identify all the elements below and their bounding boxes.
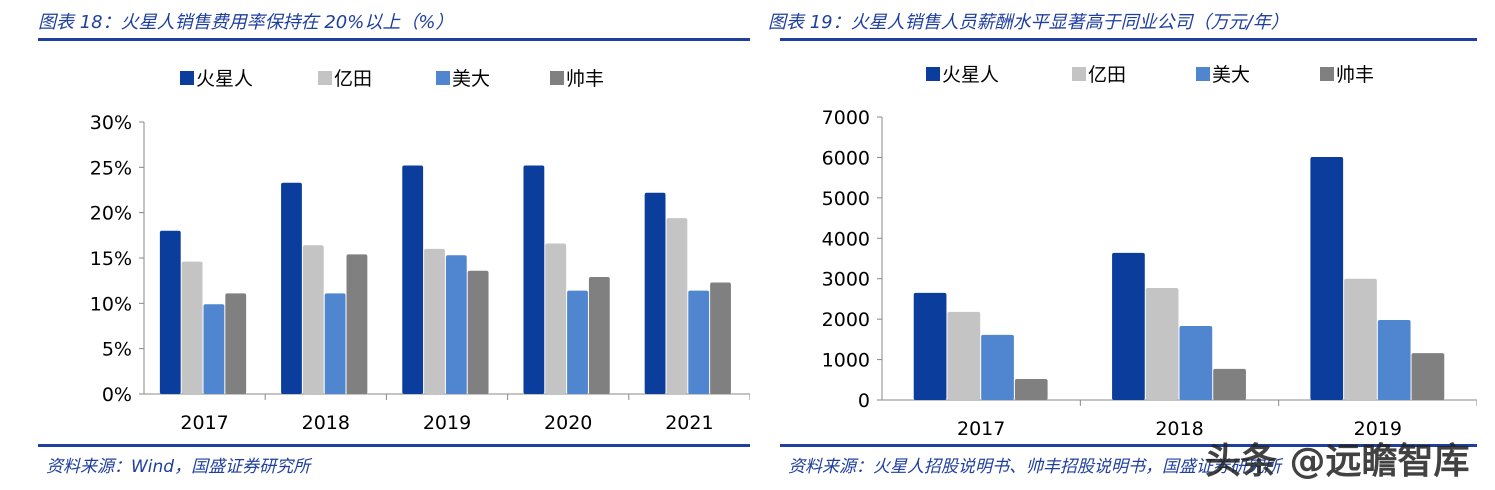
bar-亿田	[1344, 278, 1377, 400]
legend-swatch	[1320, 67, 1334, 81]
y-tick-label: 5%	[102, 339, 132, 361]
divider	[38, 38, 750, 41]
x-tick-label: 2019	[423, 412, 471, 434]
chart-title: 图表 19：火星人销售人员薪酬水平显著高于同业公司（万元/年）	[768, 12, 1289, 33]
divider	[780, 38, 1477, 41]
y-tick-label: 10%	[90, 293, 132, 315]
bar-火星人	[402, 165, 424, 394]
y-tick-label: 3000	[822, 269, 870, 291]
bar-美大	[1377, 319, 1411, 400]
bar-火星人	[1112, 252, 1145, 400]
legend-label: 火星人	[196, 68, 253, 90]
chart-source: 资料来源：Wind，国盛证券研究所	[46, 457, 311, 477]
bar-亿田	[666, 218, 688, 394]
bar-美大	[1179, 326, 1213, 400]
legend-label: 帅丰	[566, 68, 604, 90]
bar-帅丰	[1014, 378, 1048, 400]
bar-chart-18: 0% 5% 10% 15% 20% 25% 30% 2017 2018 2019 2020 2021 火…	[90, 68, 750, 434]
legend-swatch	[1072, 67, 1086, 81]
y-tick-label: 30%	[90, 112, 132, 134]
legend-swatch	[1196, 67, 1210, 81]
bar-美大	[981, 334, 1014, 400]
bar-帅丰	[710, 282, 731, 394]
bar-亿田	[545, 243, 567, 394]
legend-label: 亿田	[1088, 64, 1126, 86]
chart-panel-19: 图表 19：火星人销售人员薪酬水平显著高于同业公司（万元/年） 0 1000 200…	[768, 0, 1477, 490]
bar-美大	[324, 293, 346, 394]
bar-帅丰	[467, 270, 489, 394]
y-tick-label: 2000	[822, 309, 870, 331]
bar-亿田	[181, 261, 203, 394]
bar-火星人	[644, 192, 666, 394]
y-tick-label: 15%	[90, 248, 132, 270]
x-tick-label: 2018	[302, 412, 350, 434]
bar-火星人	[523, 165, 545, 394]
bar-chart-19: 0 1000 2000 3000 4000 5000 6000 7000 2017 2018 201…	[822, 64, 1477, 440]
x-tick-label: 2020	[544, 412, 592, 434]
divider	[38, 444, 750, 447]
legend-swatch	[180, 71, 194, 85]
x-tick-label: 2017	[180, 412, 228, 434]
legend-label: 美大	[452, 68, 490, 90]
bar-亿田	[424, 248, 445, 394]
bar-火星人	[913, 292, 947, 400]
x-tick-label: 2018	[1155, 418, 1203, 440]
legend-label: 帅丰	[1336, 64, 1374, 86]
y-tick-label: 7000	[822, 107, 870, 129]
bar-火星人	[281, 182, 302, 394]
bar-帅丰	[1213, 368, 1246, 400]
legend-swatch	[436, 71, 450, 85]
bar-美大	[567, 290, 588, 394]
y-tick-label: 4000	[822, 228, 870, 250]
y-tick-label: 0	[858, 390, 870, 412]
y-tick-label: 20%	[90, 203, 132, 225]
bar-美大	[445, 255, 467, 394]
legend-swatch	[926, 67, 940, 81]
bar-帅丰	[346, 254, 368, 394]
bar-亿田	[302, 245, 324, 394]
x-tick-label: 2021	[665, 412, 713, 434]
legend-label: 亿田	[334, 68, 372, 90]
legend-swatch	[318, 71, 332, 85]
y-tick-label: 1000	[822, 350, 870, 372]
legend-label: 火星人	[942, 64, 999, 86]
legend-label: 美大	[1212, 64, 1250, 86]
bar-美大	[203, 304, 225, 394]
divider	[780, 444, 1477, 447]
legend-swatch	[550, 71, 564, 85]
y-tick-label: 25%	[90, 157, 132, 179]
bar-火星人	[1310, 157, 1344, 400]
x-tick-label: 2019	[1354, 418, 1402, 440]
x-tick-label: 2017	[957, 418, 1005, 440]
watermark: 头条 @远瞻智库	[1205, 441, 1470, 482]
bar-亿田	[1145, 288, 1179, 400]
bar-帅丰	[1411, 353, 1445, 400]
bar-帅丰	[225, 293, 247, 394]
y-tick-label: 6000	[822, 147, 870, 169]
chart-title: 图表 18：火星人销售费用率保持在 20%以上（%）	[38, 12, 454, 33]
chart-panel-18: 图表 18：火星人销售费用率保持在 20%以上（%） 0% 5% 10% 15% 20%…	[38, 0, 750, 490]
y-tick-label: 5000	[822, 188, 870, 210]
y-tick-label: 0%	[102, 384, 132, 406]
bar-美大	[688, 290, 710, 394]
bar-帅丰	[588, 277, 610, 394]
bar-火星人	[159, 230, 181, 394]
chart-source: 资料来源：火星人招股说明书、帅丰招股说明书，国盛证券研究所	[788, 457, 1281, 477]
bar-亿田	[947, 311, 981, 400]
